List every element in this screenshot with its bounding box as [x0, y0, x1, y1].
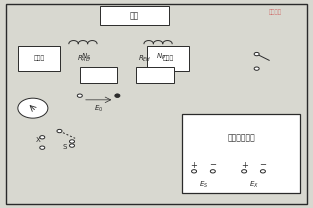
Bar	[182, 114, 300, 193]
Bar	[80, 67, 117, 83]
Bar	[136, 67, 174, 83]
Circle shape	[115, 94, 119, 97]
Circle shape	[254, 67, 259, 70]
Text: −: −	[259, 161, 266, 170]
Text: 从动源: 从动源	[33, 56, 44, 61]
Circle shape	[69, 144, 74, 147]
Text: 组库一卡: 组库一卡	[269, 10, 282, 15]
Bar	[100, 6, 169, 25]
Text: +: +	[191, 161, 198, 170]
Circle shape	[254, 52, 259, 56]
Circle shape	[210, 170, 215, 173]
Circle shape	[40, 146, 45, 149]
Circle shape	[57, 129, 62, 133]
Circle shape	[115, 94, 120, 97]
Text: $R_{EH}$: $R_{EH}$	[138, 54, 151, 64]
Text: 被检电位差计: 被检电位差计	[227, 134, 255, 143]
Bar	[18, 46, 60, 71]
Text: +: +	[241, 161, 248, 170]
Text: $E_0$: $E_0$	[94, 104, 103, 114]
Text: $E_S$: $E_S$	[199, 180, 208, 190]
Text: 检测: 检测	[130, 11, 139, 20]
Circle shape	[260, 170, 265, 173]
Text: −: −	[209, 161, 216, 170]
Circle shape	[192, 170, 197, 173]
Circle shape	[69, 140, 74, 143]
Circle shape	[242, 170, 247, 173]
Circle shape	[77, 94, 82, 97]
Text: $N_S$: $N_S$	[81, 52, 91, 62]
Text: 恒流源: 恒流源	[163, 56, 174, 61]
Circle shape	[40, 136, 45, 139]
Text: $E_X$: $E_X$	[249, 180, 259, 190]
Text: $N_P$: $N_P$	[156, 52, 166, 62]
Text: $R_{AD}$: $R_{AD}$	[77, 54, 90, 64]
Text: S: S	[63, 144, 67, 150]
Bar	[147, 46, 189, 71]
Text: X: X	[36, 137, 41, 144]
Circle shape	[18, 98, 48, 118]
